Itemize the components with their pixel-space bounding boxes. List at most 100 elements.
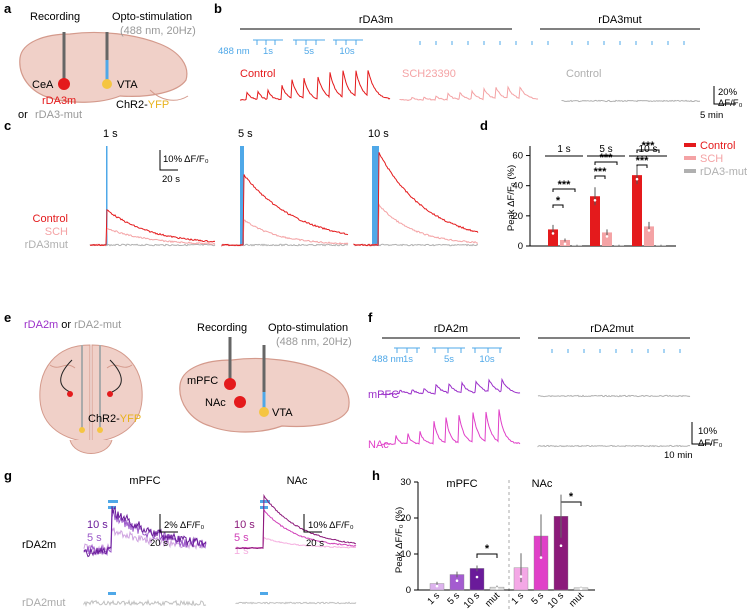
f-title-mut: rDA2mut bbox=[590, 323, 633, 335]
e-sensor: rDA2m bbox=[24, 319, 58, 331]
e-or: or bbox=[61, 319, 71, 331]
d-sig-4: *** bbox=[636, 155, 650, 167]
f-nm: 488 nm bbox=[372, 354, 404, 365]
g-nac-mut-trace bbox=[235, 601, 357, 605]
c-scale-x: 20 s bbox=[162, 174, 180, 185]
c-t1: 1 s bbox=[103, 128, 118, 140]
h-nac: NAc bbox=[532, 478, 553, 490]
h-mpfc: mPFC bbox=[446, 478, 477, 490]
vta-site-a bbox=[102, 79, 112, 89]
d-sig-5: *** bbox=[642, 140, 656, 152]
g-nac-5s: 5 s bbox=[234, 532, 249, 544]
e-vta: VTA bbox=[272, 407, 293, 419]
d-sig-bracket-1 bbox=[552, 188, 576, 192]
b-trace-sch bbox=[399, 85, 539, 102]
c-sch-1s bbox=[89, 227, 216, 247]
g-scale-x2: 20 s bbox=[306, 538, 324, 549]
c-leg-mut: rDA3mut bbox=[25, 239, 68, 251]
e-opto: Opto-stimulation bbox=[268, 322, 348, 334]
d-bar-Control-1 bbox=[590, 196, 600, 246]
d-sig-3: *** bbox=[600, 152, 614, 164]
d-sig-bracket-5 bbox=[636, 149, 660, 153]
d-sig-1: *** bbox=[558, 179, 572, 191]
h-dot-7 bbox=[579, 587, 583, 591]
b-d5: 5s bbox=[304, 46, 314, 57]
c-t5: 5 s bbox=[238, 128, 253, 140]
b-mut-label: Control bbox=[566, 68, 601, 80]
sensor-label-a: rDA3m bbox=[42, 95, 76, 107]
d-sig-bracket-3 bbox=[594, 161, 618, 165]
h-sig-1: * bbox=[569, 491, 574, 503]
h-xlabel-2: 10 s bbox=[462, 590, 483, 611]
h-dot-2 bbox=[475, 575, 479, 579]
g-nac-10s: 10 s bbox=[234, 519, 255, 531]
e-nac: NAc bbox=[205, 397, 226, 409]
f-scale-x: 10 min bbox=[664, 450, 693, 461]
e-sensor-line: rDA2m or rDA2-mut bbox=[24, 319, 121, 331]
g-mpfc-5s: 5 s bbox=[87, 532, 102, 544]
d-group-label-1: 5 s bbox=[599, 144, 612, 155]
b-scalebar bbox=[713, 86, 736, 105]
mpfc-site bbox=[224, 378, 236, 390]
h-bar-2 bbox=[469, 568, 485, 591]
d-sig-0: * bbox=[556, 195, 561, 207]
d-dot-Control-2 bbox=[635, 177, 639, 181]
c-control-1s bbox=[89, 209, 216, 247]
d-bar-Control-2 bbox=[632, 175, 642, 246]
g-stim-nac-a bbox=[260, 500, 270, 503]
h-dot-5 bbox=[539, 556, 543, 559]
yfp-text-a: YFP bbox=[148, 99, 169, 111]
g-nac: NAc bbox=[287, 475, 308, 487]
b-trace-control bbox=[239, 70, 391, 101]
h-xlabel-4: 1 s bbox=[509, 590, 526, 607]
b-d1: 1s bbox=[263, 46, 273, 57]
h-dot-6 bbox=[559, 544, 563, 548]
recording-label-a: Recording bbox=[30, 11, 80, 23]
g-mpfc-10s: 10 s bbox=[87, 519, 108, 531]
c-mut-10s bbox=[353, 243, 479, 247]
g-stim-nac-mut bbox=[260, 592, 268, 595]
b-scale-y: 20% bbox=[718, 87, 738, 98]
f-d1: 1s bbox=[403, 354, 413, 365]
e-chr2: ChR2- bbox=[88, 413, 120, 425]
d-leg-control: Control bbox=[700, 140, 735, 152]
e-chr2-line: ChR2-YFP bbox=[88, 413, 141, 425]
g-mpfc: mPFC bbox=[129, 475, 160, 487]
h-ytick-label-3: 30 bbox=[400, 477, 411, 488]
d-dot-SCH-0 bbox=[563, 242, 567, 246]
panel-label-e: e bbox=[4, 310, 11, 325]
c-leg-control: Control bbox=[33, 213, 68, 225]
c-leg-sch: SCH bbox=[45, 226, 68, 238]
d-legend: Control SCH rDA3-mut bbox=[684, 140, 747, 178]
d-bars bbox=[548, 166, 666, 246]
c-control-5s bbox=[221, 174, 349, 247]
c-t10: 10 s bbox=[368, 128, 389, 140]
f-trace-nac bbox=[381, 409, 521, 446]
b-sch-label: SCH23390 bbox=[402, 68, 456, 80]
d-ylabel: Peak ΔF/F₀ (%) bbox=[506, 165, 517, 231]
e-opto-params: (488 nm, 20Hz) bbox=[276, 336, 352, 348]
h-dot-1 bbox=[455, 579, 459, 583]
chr2-text-a: ChR2- bbox=[116, 99, 148, 111]
brain-sagittal-a bbox=[19, 31, 189, 103]
b-control-label: Control bbox=[240, 68, 275, 80]
g-nac-1s: 1 s bbox=[234, 545, 249, 557]
e-mut: rDA2-mut bbox=[74, 319, 121, 331]
h-dot-3 bbox=[495, 586, 499, 590]
h-xlabel-5: 5 s bbox=[529, 590, 546, 607]
c-stim-1s bbox=[106, 146, 108, 246]
h-dot-0 bbox=[435, 584, 439, 588]
h-xlabel-0: 1 s bbox=[425, 590, 442, 607]
d-leg-sch: SCH bbox=[700, 153, 723, 165]
g-traces bbox=[83, 493, 357, 608]
d-sig-bracket-0 bbox=[552, 204, 564, 208]
d-dot-Control-0 bbox=[551, 232, 555, 235]
g-scalebar-nac bbox=[303, 514, 322, 533]
panel-label-f: f bbox=[368, 310, 373, 325]
f-scale-y-unit: ΔF/F₀ bbox=[698, 438, 723, 449]
b-d10: 10s bbox=[339, 46, 355, 57]
d-bar-Control-0 bbox=[548, 229, 558, 246]
f-title-m: rDA2m bbox=[434, 323, 468, 335]
g-nac-1s-trace bbox=[235, 536, 357, 550]
